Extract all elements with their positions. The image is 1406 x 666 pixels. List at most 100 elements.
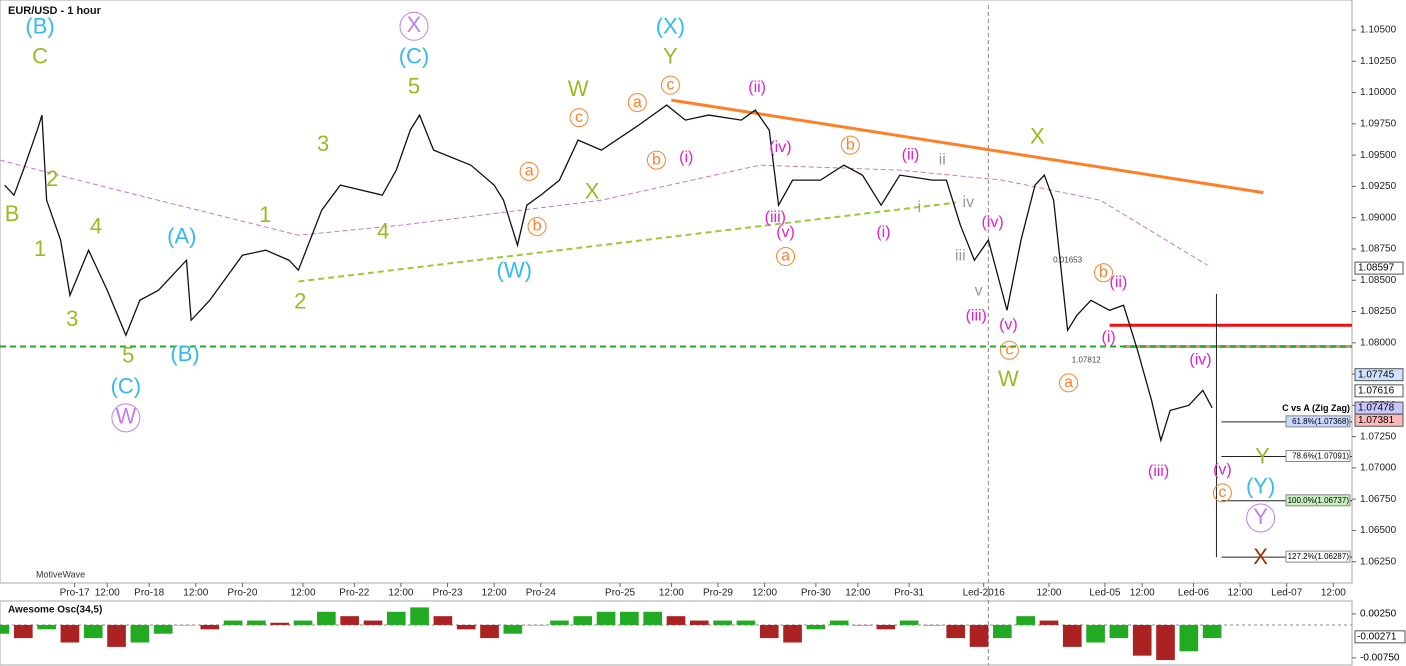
osc-bar xyxy=(946,624,966,639)
y-tick-label: 1.08500 xyxy=(1360,275,1397,286)
osc-bar xyxy=(620,611,639,625)
x-tick-label: 12:00 xyxy=(659,588,684,599)
wave-label: c xyxy=(1218,484,1226,501)
wave-label: B xyxy=(5,201,20,226)
price-tag xyxy=(1354,384,1404,398)
price-tag-label: 1.07616 xyxy=(1358,385,1395,396)
current-tag xyxy=(1354,630,1406,644)
wave-label: b xyxy=(533,218,542,235)
y-tick-label: 1.09500 xyxy=(1360,150,1397,161)
y-tick-label: 1.08000 xyxy=(1360,337,1397,348)
osc-bar xyxy=(969,624,989,647)
osc-bar xyxy=(1086,624,1105,643)
wave-label: ii xyxy=(939,151,946,168)
wave-label: 1 xyxy=(34,236,46,261)
wave-label: 5 xyxy=(408,73,420,98)
fib-label: 127.2%(1.06287) xyxy=(1288,552,1350,561)
x-tick-label: Pro-30 xyxy=(801,588,831,599)
osc-bar xyxy=(0,624,10,634)
y-tick-label: 1.06250 xyxy=(1360,556,1397,567)
x-tick-label: Pro-24 xyxy=(526,588,556,599)
osc-bar xyxy=(1132,624,1152,656)
osc-bar xyxy=(1156,624,1175,661)
wave-label: c xyxy=(575,109,583,126)
x-tick-label: 12:00 xyxy=(1321,588,1346,599)
x-tick-label: Pro-22 xyxy=(339,588,369,599)
wave-label: X xyxy=(1030,123,1045,148)
osc-bar xyxy=(736,620,756,625)
wave-label: (B) xyxy=(25,13,54,38)
wave-label: Y xyxy=(1255,444,1270,469)
wave-label: X xyxy=(407,12,422,37)
x-tick-label: Led-05 xyxy=(1089,588,1121,599)
x-tick-label: 12:00 xyxy=(1130,588,1155,599)
x-tick-label: Pro-18 xyxy=(134,588,164,599)
wave-label: (C) xyxy=(399,43,430,68)
fib-label: 61.8%(1.07368) xyxy=(1292,417,1349,426)
y-tick-label: 1.10000 xyxy=(1360,87,1397,98)
wave-circle xyxy=(569,108,589,128)
wave-label: v xyxy=(975,283,983,300)
y-tick-label: 1.08250 xyxy=(1360,306,1397,317)
wave-label: (v) xyxy=(1213,462,1232,479)
x-tick-label: Pro-29 xyxy=(703,588,733,599)
wave-label: c xyxy=(1005,342,1013,359)
osc-bar xyxy=(806,624,826,630)
x-tick-label: 12:00 xyxy=(95,588,120,599)
price-tag-label: 1.08597 xyxy=(1358,263,1395,274)
fib-label-bg xyxy=(1285,415,1351,428)
x-tick-label: Led-2016 xyxy=(963,588,1006,599)
wave-circle xyxy=(660,75,680,95)
wave-label: 3 xyxy=(66,306,78,331)
wave-label: b xyxy=(1099,264,1108,281)
wave-label: (i) xyxy=(679,149,693,166)
x-tick-label: Pro-17 xyxy=(60,588,90,599)
current-label: -0.00271 xyxy=(1357,631,1397,642)
osc-bar xyxy=(363,620,383,625)
wave-label: (iii) xyxy=(1148,463,1169,480)
osc-bar xyxy=(643,611,663,625)
x-tick-label: 12:00 xyxy=(1036,588,1061,599)
osc-bar xyxy=(1016,616,1035,625)
x-tick-label: 12:00 xyxy=(183,588,208,599)
price-tag-label: 1.07478 xyxy=(1358,403,1395,414)
osc-bar xyxy=(1039,620,1059,625)
osc-bar xyxy=(270,622,290,625)
osc-bar xyxy=(177,624,196,626)
wave-label: (i) xyxy=(1102,329,1116,346)
chart-title: EUR/USD - 1 hour xyxy=(8,5,102,17)
wave-label: (iii) xyxy=(765,209,786,226)
wave-label: X xyxy=(585,178,600,203)
osc-bar xyxy=(1179,624,1199,652)
wave-circle xyxy=(1212,483,1232,503)
osc-bar xyxy=(83,624,103,639)
wave-label: C xyxy=(32,43,48,68)
x-tick-label: 12:00 xyxy=(388,588,413,599)
wave-circle xyxy=(840,135,860,155)
price-tag-label: 1.07745 xyxy=(1358,369,1395,380)
wave-label: a xyxy=(1064,374,1073,391)
osc-bar xyxy=(876,624,896,630)
wave-label: (A) xyxy=(167,224,196,249)
osc-bar xyxy=(550,620,569,625)
wave-label: 3 xyxy=(317,131,329,156)
price-panel xyxy=(0,0,1353,584)
y-tick-label: 1.09000 xyxy=(1360,212,1397,223)
osc-bar xyxy=(923,624,942,626)
wave-label: Y xyxy=(1253,504,1268,529)
y-tick-label: 1.07250 xyxy=(1360,431,1397,442)
osc-bar xyxy=(1062,624,1082,647)
y-tick-label: 1.06500 xyxy=(1360,525,1397,536)
osc-bar xyxy=(689,620,709,625)
wave-label: 5 xyxy=(122,342,134,367)
wave-label: 1 xyxy=(259,202,271,227)
wave-circle xyxy=(519,161,539,181)
osc-bar xyxy=(759,624,779,639)
price-line xyxy=(4,104,1213,443)
wave-label: (i) xyxy=(876,224,890,241)
wave-circle xyxy=(1094,263,1114,283)
osc-bar xyxy=(503,624,523,634)
y-tick-label: 1.08750 xyxy=(1360,244,1397,255)
